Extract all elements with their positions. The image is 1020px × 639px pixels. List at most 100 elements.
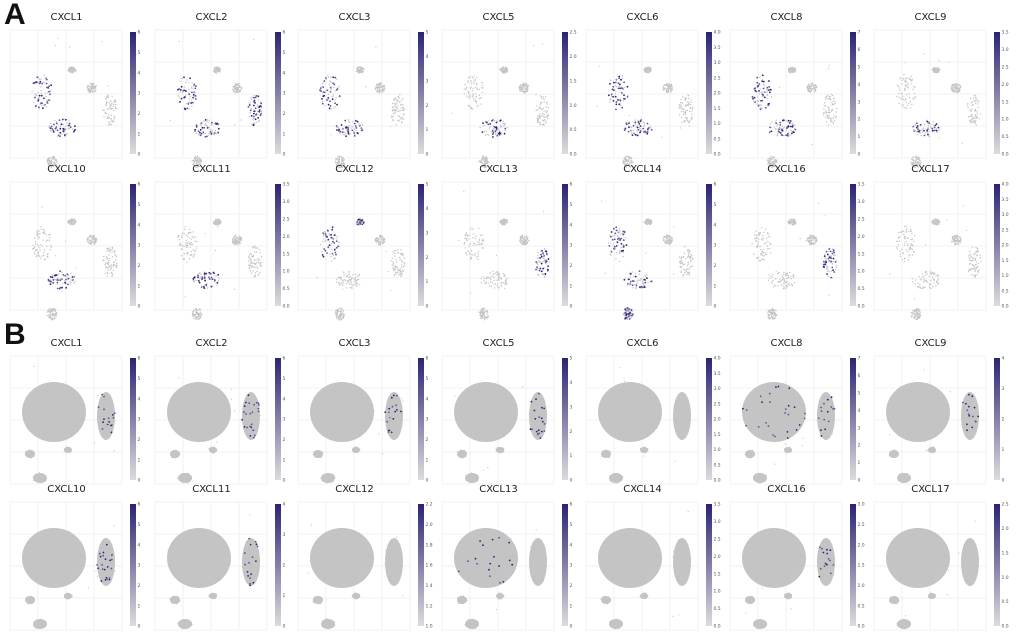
cell-point: [323, 230, 326, 233]
cell-point: [205, 124, 208, 127]
cell-point: [358, 278, 360, 280]
cell-point: [969, 97, 972, 99]
cell-point: [476, 88, 478, 91]
cell-point-expressing: [612, 85, 615, 88]
cell-point: [766, 93, 769, 96]
cell-point: [467, 90, 469, 92]
cell-point: [481, 310, 483, 312]
cell-point: [53, 156, 55, 158]
cell-point: [68, 220, 70, 222]
cell-point: [685, 97, 688, 100]
cell-point: [47, 158, 50, 161]
cell-point: [926, 122, 929, 125]
cell-point: [759, 104, 761, 106]
cell-point: [341, 316, 344, 318]
cell-point-expressing: [360, 129, 363, 132]
cell-point: [761, 78, 764, 81]
cell-point: [186, 243, 188, 245]
cell-point: [644, 71, 646, 73]
cell-point: [341, 166, 343, 169]
cell-point: [237, 243, 239, 245]
colorbar-tick-label: 0.0: [283, 304, 290, 310]
cell-point: [504, 281, 507, 283]
cell-point: [43, 249, 46, 251]
cell-point: [338, 314, 340, 317]
cell-point: [485, 134, 487, 136]
cell-point: [643, 121, 645, 123]
cell-point: [380, 82, 383, 85]
cell-point: [761, 95, 764, 98]
cell-point: [522, 88, 524, 91]
colorbar-tick-label: 4: [138, 222, 141, 228]
cell-point: [812, 83, 814, 86]
cell-point-expressing: [931, 129, 934, 132]
colorbar-tick-label: 0.5: [714, 136, 721, 142]
cell-point-expressing: [253, 110, 256, 112]
cell-point: [680, 105, 683, 108]
cell-point: [792, 68, 795, 70]
cell-point: [185, 244, 187, 246]
umap-tile-cxcl3-panel-a: CXCL3 0 1 2 3 4 5: [292, 12, 432, 169]
cell-point: [958, 83, 960, 86]
cell-point: [194, 240, 196, 242]
cell-point-expressing: [933, 126, 936, 129]
cell-point: [191, 159, 193, 162]
cell-point: [237, 86, 239, 89]
cell-point-expressing: [636, 126, 639, 129]
cell-point: [379, 88, 381, 91]
cell-point: [397, 251, 399, 253]
cell-point: [214, 250, 216, 252]
cell-point: [217, 279, 220, 282]
cell-point: [522, 243, 525, 246]
cell-point: [346, 283, 348, 285]
cell-point: [477, 244, 479, 246]
cell-point: [643, 122, 646, 124]
cell-point: [643, 125, 645, 128]
cell-point: [506, 219, 508, 221]
cell-point: [70, 281, 73, 284]
cell-point: [69, 70, 72, 72]
cell-point: [524, 243, 526, 245]
umap-tile-cxcl13-panel-a: CXCL13 0 1 2 3 4 5 6: [436, 164, 576, 321]
cell-point: [967, 116, 970, 118]
cell-point: [254, 274, 257, 277]
cell-point: [768, 163, 770, 165]
cell-point: [645, 221, 648, 223]
cell-point: [259, 110, 262, 112]
cell-point: [827, 114, 829, 117]
cell-point: [471, 254, 473, 256]
cell-point-expressing: [344, 126, 347, 129]
cell-point-expressing: [618, 75, 621, 78]
colorbar-tick-label: 2.5: [1002, 65, 1009, 71]
cell-point: [91, 91, 94, 94]
cell-point: [931, 131, 934, 133]
colorbar-tick-label: 7: [858, 30, 861, 36]
cell-point: [908, 77, 910, 80]
cell-point: [519, 85, 521, 87]
cell-point-expressing: [48, 99, 50, 102]
cell-point: [326, 251, 328, 254]
cell-point: [915, 161, 917, 163]
cell-point: [465, 232, 468, 234]
cell-point: [401, 118, 403, 120]
cell-point: [107, 263, 109, 265]
cell-point: [355, 222, 357, 224]
cell-point: [183, 259, 185, 261]
cell-point: [111, 273, 114, 275]
cell-point: [217, 68, 220, 70]
cell-point: [216, 68, 218, 71]
cell-point: [52, 309, 54, 311]
cell-point: [477, 253, 479, 255]
cell-point: [825, 110, 827, 112]
cell-point: [827, 67, 830, 69]
cell-point: [234, 234, 237, 236]
cell-point: [89, 86, 92, 88]
cell-point: [691, 110, 693, 112]
cell-point: [624, 86, 626, 89]
cell-point: [836, 107, 838, 110]
cell-point: [34, 246, 36, 248]
cell-point: [258, 120, 261, 122]
cell-point: [976, 113, 979, 115]
cell-point-expressing: [51, 276, 54, 279]
cell-point: [526, 240, 528, 242]
